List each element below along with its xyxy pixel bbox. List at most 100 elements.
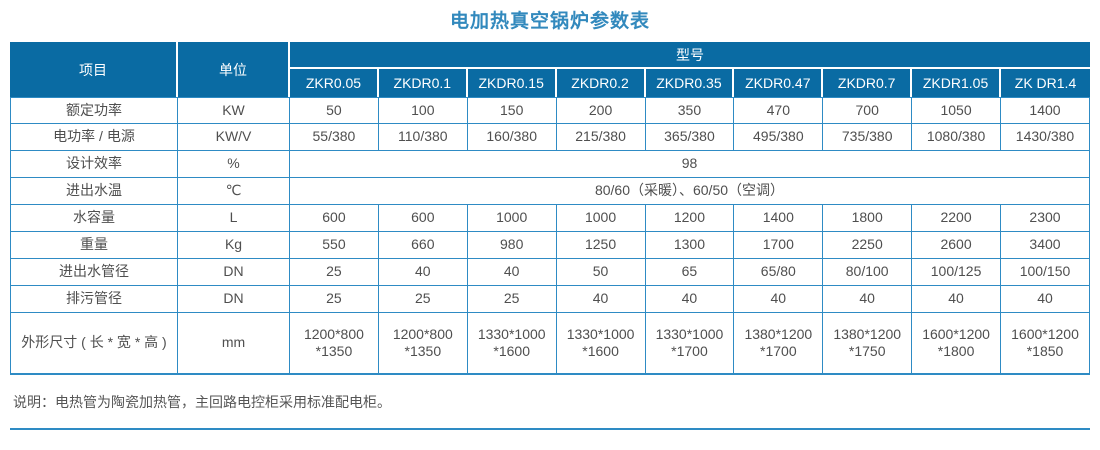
value-cell: 1330*1000 *1600 (556, 313, 646, 375)
row-label: 水容量 (10, 205, 178, 232)
value-cell: 200 (556, 97, 646, 124)
value-cell: 735/380 (823, 124, 913, 151)
value-cell: 100/150 (1001, 259, 1090, 286)
table-row-rated-power: 额定功率 KW 50 100 150 200 350 470 700 1050 … (10, 97, 1090, 124)
row-label: 进出水温 (10, 178, 178, 205)
table-row-water-capacity: 水容量 L 600 600 1000 1000 1200 1400 1800 2… (10, 205, 1090, 232)
value-cell: 1200 (645, 205, 735, 232)
value-cell: 365/380 (645, 124, 735, 151)
value-cell: 1200*800 *1350 (378, 313, 468, 375)
value-cell: 600 (378, 205, 468, 232)
value-cell: 2250 (823, 232, 913, 259)
header-model: ZKDR1.05 (912, 69, 1001, 97)
value-cell: 1600*1200 *1850 (1001, 313, 1090, 375)
value-cell: 160/380 (467, 124, 557, 151)
value-cell: 40 (823, 286, 913, 313)
value-cell: 1400 (1001, 97, 1090, 124)
value-cell: 1380*1200 *1750 (823, 313, 913, 375)
row-label: 进出水管径 (10, 259, 178, 286)
table-row-electric-power: 电功率 / 电源 KW/V 55/380 110/380 160/380 215… (10, 124, 1090, 151)
value-cell: 25 (290, 259, 379, 286)
value-cell: 55/380 (290, 124, 379, 151)
value-cell: 110/380 (378, 124, 468, 151)
value-cell: 1300 (645, 232, 735, 259)
value-cell: 50 (556, 259, 646, 286)
unit-cell: KW/V (178, 124, 290, 151)
unit-cell: Kg (178, 232, 290, 259)
value-cell: 80/100 (823, 259, 913, 286)
value-cell: 100 (378, 97, 468, 124)
value-cell: 660 (378, 232, 468, 259)
value-cell: 600 (290, 205, 379, 232)
row-label: 重量 (10, 232, 178, 259)
unit-cell: DN (178, 259, 290, 286)
value-cell: 980 (467, 232, 557, 259)
header-row-group: 项目 单位 型号 (10, 42, 1090, 97)
header-model: ZKDR0.1 (378, 69, 468, 97)
header-item: 项目 (10, 42, 178, 97)
value-cell: 2300 (1001, 205, 1090, 232)
value-cell: 2200 (912, 205, 1001, 232)
header-model: ZKDR0.2 (556, 69, 646, 97)
value-cell: 215/380 (556, 124, 646, 151)
unit-cell: ℃ (178, 178, 290, 205)
header-model-group: 型号 (290, 42, 1090, 69)
value-cell: 1380*1200 *1700 (734, 313, 824, 375)
merged-value-cell: 98 (290, 151, 1090, 178)
value-cell: 40 (734, 286, 824, 313)
table-row-design-efficiency: 设计效率 % 98 (10, 151, 1090, 178)
header-model: ZKDR0.35 (645, 69, 735, 97)
table-body: 额定功率 KW 50 100 150 200 350 470 700 1050 … (10, 97, 1090, 375)
table-row-drain-pipe-diameter: 排污管径 DN 25 25 25 40 40 40 40 40 40 (10, 286, 1090, 313)
value-cell: 40 (645, 286, 735, 313)
value-cell: 1800 (823, 205, 913, 232)
unit-cell: mm (178, 313, 290, 375)
row-label: 排污管径 (10, 286, 178, 313)
row-label: 设计效率 (10, 151, 178, 178)
footnote: 说明：电热管为陶瓷加热管，主回路电控柜采用标准配电柜。 (10, 375, 1090, 430)
value-cell: 700 (823, 97, 913, 124)
value-cell: 470 (734, 97, 824, 124)
value-cell: 1700 (734, 232, 824, 259)
value-cell: 40 (556, 286, 646, 313)
header-model: ZKDR0.47 (734, 69, 824, 97)
table-header: 项目 单位 型号 ZKR0.05 ZKDR0.1 ZKDR0.15 ZKDR0.… (10, 42, 1090, 97)
header-row-models: ZKR0.05 ZKDR0.1 ZKDR0.15 ZKDR0.2 ZKDR0.3… (10, 69, 1090, 97)
value-cell: 3400 (1001, 232, 1090, 259)
header-model: ZKDR0.7 (823, 69, 913, 97)
value-cell: 40 (1001, 286, 1090, 313)
unit-cell: % (178, 151, 290, 178)
value-cell: 50 (290, 97, 379, 124)
row-label: 电功率 / 电源 (10, 124, 178, 151)
header-model: ZKR0.05 (290, 69, 379, 97)
value-cell: 40 (912, 286, 1001, 313)
value-cell: 100/125 (912, 259, 1001, 286)
value-cell: 65/80 (734, 259, 824, 286)
boiler-parameter-table: 项目 单位 型号 ZKR0.05 ZKDR0.1 ZKDR0.15 ZKDR0.… (10, 42, 1090, 375)
value-cell: 1250 (556, 232, 646, 259)
table-row-dimensions: 外形尺寸 ( 长 * 宽 * 高 ) mm 1200*800 *1350 120… (10, 313, 1090, 375)
value-cell: 25 (467, 286, 557, 313)
value-cell: 1080/380 (912, 124, 1001, 151)
value-cell: 1400 (734, 205, 824, 232)
value-cell: 40 (467, 259, 557, 286)
row-label: 外形尺寸 ( 长 * 宽 * 高 ) (10, 313, 178, 375)
header-model: ZKDR0.15 (467, 69, 557, 97)
merged-value-cell: 80/60（采暖）、60/50（空调） (290, 178, 1090, 205)
value-cell: 1200*800 *1350 (290, 313, 379, 375)
header-unit: 单位 (178, 42, 290, 97)
value-cell: 25 (290, 286, 379, 313)
value-cell: 495/380 (734, 124, 824, 151)
value-cell: 150 (467, 97, 557, 124)
value-cell: 1000 (467, 205, 557, 232)
value-cell: 1000 (556, 205, 646, 232)
value-cell: 1330*1000 *1700 (645, 313, 735, 375)
value-cell: 2600 (912, 232, 1001, 259)
unit-cell: DN (178, 286, 290, 313)
value-cell: 25 (378, 286, 468, 313)
unit-cell: L (178, 205, 290, 232)
value-cell: 350 (645, 97, 735, 124)
value-cell: 1050 (912, 97, 1001, 124)
value-cell: 550 (290, 232, 379, 259)
